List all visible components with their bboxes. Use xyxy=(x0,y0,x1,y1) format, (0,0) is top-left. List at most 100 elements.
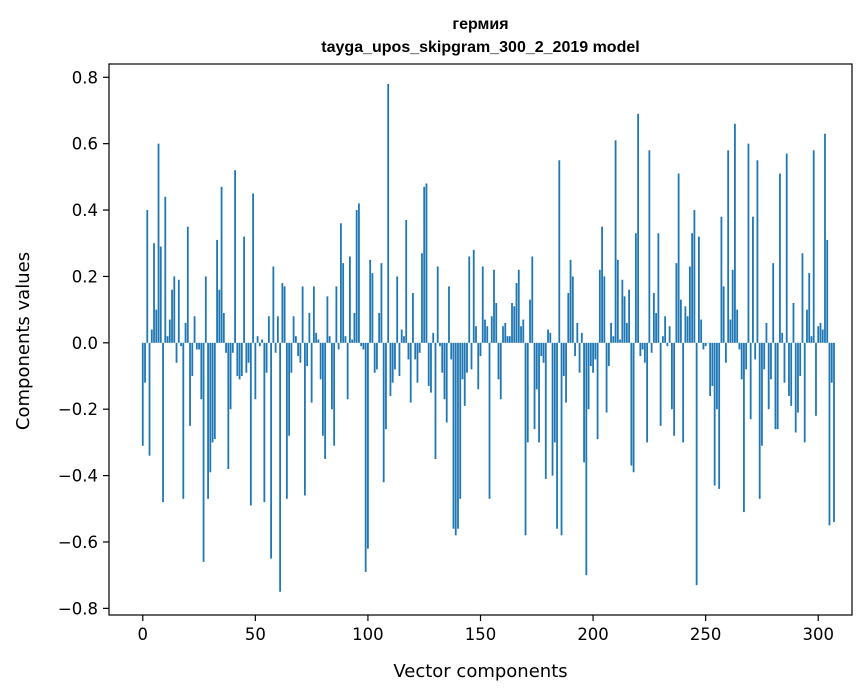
bar-287 xyxy=(788,342,790,396)
bar-158 xyxy=(497,342,500,380)
bar-0 xyxy=(141,342,144,446)
bar-11 xyxy=(166,336,169,343)
x-tick-label: 250 xyxy=(690,625,722,644)
bar-161 xyxy=(504,322,507,343)
bar-276 xyxy=(763,342,766,370)
bar-169 xyxy=(522,319,525,343)
bar-72 xyxy=(303,342,306,496)
bar-204 xyxy=(601,226,603,343)
bar-43 xyxy=(238,342,241,380)
bar-197 xyxy=(585,342,588,576)
bar-68 xyxy=(294,336,297,343)
bar-181 xyxy=(549,332,552,343)
bar-156 xyxy=(493,269,495,343)
bar-297 xyxy=(810,336,813,343)
bar-141 xyxy=(459,342,462,499)
y-tick-label: 0.0 xyxy=(72,334,98,353)
bar-208 xyxy=(610,322,612,343)
bar-295 xyxy=(806,309,808,343)
bar-300 xyxy=(817,326,820,343)
bar-102 xyxy=(371,273,374,343)
bar-128 xyxy=(430,342,432,393)
bar-121 xyxy=(414,342,417,360)
bar-2 xyxy=(146,210,149,343)
bar-162 xyxy=(506,336,509,343)
bar-113 xyxy=(396,276,399,343)
bar-35 xyxy=(220,186,223,343)
bar-252 xyxy=(709,342,712,396)
bar-150 xyxy=(479,342,482,357)
bar-293 xyxy=(801,253,804,343)
bar-277 xyxy=(765,322,768,343)
bar-268 xyxy=(745,342,748,370)
bar-145 xyxy=(468,256,471,343)
bar-194 xyxy=(578,342,581,373)
bar-32 xyxy=(213,342,216,440)
bar-137 xyxy=(450,342,453,360)
bar-95 xyxy=(355,210,358,343)
bar-110 xyxy=(389,342,392,396)
bar-109 xyxy=(387,83,390,343)
bar-28 xyxy=(204,276,207,343)
bar-125 xyxy=(423,186,426,343)
bar-258 xyxy=(722,286,725,343)
bar-193 xyxy=(576,322,579,343)
bar-66 xyxy=(290,342,293,373)
bar-168 xyxy=(520,326,522,343)
bar-264 xyxy=(736,309,739,343)
bar-228 xyxy=(655,312,658,343)
bar-39 xyxy=(229,342,232,410)
bar-19 xyxy=(184,322,187,343)
bar-177 xyxy=(540,342,543,357)
bar-20 xyxy=(186,226,189,343)
bar-209 xyxy=(612,336,615,343)
bar-17 xyxy=(180,342,182,347)
bar-87 xyxy=(337,342,340,350)
bar-244 xyxy=(691,233,694,343)
bar-198 xyxy=(587,342,590,410)
y-axis: −0.8 −0.6 −0.4 −0.2 0.0 0.2 0.4 0.6 0.8 xyxy=(58,68,109,618)
bar-301 xyxy=(819,322,822,343)
bar-163 xyxy=(508,336,511,343)
bar-112 xyxy=(394,342,396,370)
bar-37 xyxy=(225,342,227,353)
bar-289 xyxy=(792,302,795,343)
bar-144 xyxy=(466,342,468,373)
bar-154 xyxy=(488,342,491,499)
bar-243 xyxy=(688,266,691,343)
x-axis: 0 50 100 150 200 250 300 xyxy=(138,615,834,644)
bar-285 xyxy=(783,342,786,383)
bar-70 xyxy=(299,342,302,363)
bar-25 xyxy=(198,342,200,350)
bar-223 xyxy=(643,342,646,363)
bar-284 xyxy=(781,332,784,343)
bar-3 xyxy=(148,342,151,456)
bar-211 xyxy=(616,259,619,343)
bar-189 xyxy=(567,293,570,343)
bar-279 xyxy=(770,342,772,380)
bar-239 xyxy=(679,299,682,343)
bar-217 xyxy=(630,342,633,466)
bar-186 xyxy=(560,342,563,536)
bar-203 xyxy=(598,269,601,343)
bar-24 xyxy=(195,342,198,350)
bar-215 xyxy=(625,322,628,343)
bar-238 xyxy=(677,173,680,343)
bar-135 xyxy=(445,342,448,423)
bar-306 xyxy=(830,342,833,383)
bar-183 xyxy=(553,342,556,443)
bar-290 xyxy=(794,342,797,433)
bar-89 xyxy=(342,263,345,343)
x-tick-label: 0 xyxy=(138,625,149,644)
bar-139 xyxy=(454,342,457,536)
x-tick-label: 200 xyxy=(577,625,609,644)
bar-187 xyxy=(562,342,565,377)
y-tick-label: −0.4 xyxy=(58,467,98,486)
bar-36 xyxy=(222,312,225,343)
bar-261 xyxy=(729,319,732,343)
bar-283 xyxy=(779,173,781,343)
bar-222 xyxy=(641,342,644,350)
bar-190 xyxy=(569,259,572,343)
bar-124 xyxy=(421,253,423,343)
